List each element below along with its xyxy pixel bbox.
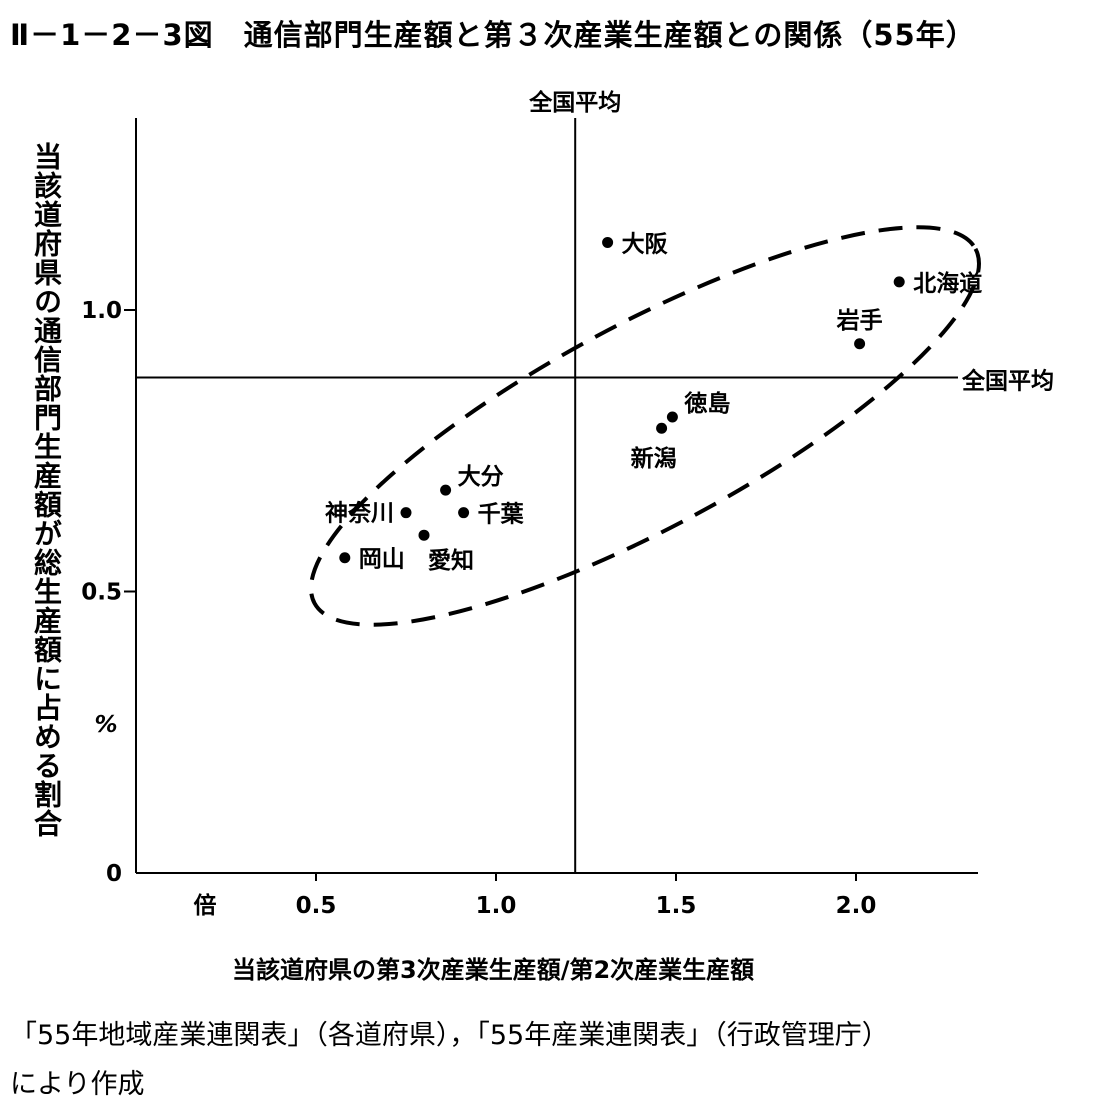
point-label: 愛知	[428, 547, 474, 574]
y-tick-label: 1.0	[81, 298, 122, 324]
point-label: 岡山	[359, 547, 405, 573]
point-label: 大分	[458, 464, 504, 490]
point-label: 千葉	[478, 502, 525, 528]
x-average-label: 全国平均	[528, 89, 621, 116]
source-note-line-2: により作成	[10, 1069, 145, 1100]
cluster-ellipse	[309, 225, 981, 627]
data-point	[602, 236, 614, 248]
point-label: 岩手	[836, 308, 883, 334]
source-note-line-1: 「55年地域産業連関表」（各道府県），「55年産業連関表」（行政管理庁）	[10, 1020, 889, 1051]
data-point	[666, 411, 678, 423]
point-label: 徳島	[683, 390, 730, 417]
y-axis-label: 当該道府県の通信部門生産額が総生産額に占める割合	[30, 142, 63, 838]
point-label: 大阪	[622, 231, 668, 257]
y-tick-label: 0	[106, 861, 122, 887]
data-point	[418, 529, 430, 541]
data-point	[440, 484, 452, 496]
x-tick-label: 2.0	[836, 893, 877, 919]
point-label: 新潟	[631, 445, 677, 472]
point-label: 北海道	[913, 270, 982, 297]
data-point	[893, 276, 905, 288]
x-tick-label: 0.5	[296, 893, 337, 919]
chart-axes: 0 0.5 1.0 0.5 1.0 1.5 2.0 倍%	[81, 118, 978, 919]
data-point	[400, 507, 412, 519]
data-point	[458, 507, 470, 519]
y-tick-label: 0.5	[81, 580, 122, 606]
cluster-ellipse-group	[309, 225, 981, 627]
x-unit-label: 倍	[194, 892, 217, 919]
x-tick-label: 1.5	[656, 893, 697, 919]
point-label: 神奈川	[325, 500, 394, 527]
y-average-label: 全国平均	[961, 368, 1054, 395]
x-tick-label: 1.0	[476, 893, 517, 919]
figure-title: Ⅱ－1－2－3図 通信部門生産額と第３次産業生産額との関係（55年）	[10, 18, 976, 52]
data-point	[339, 552, 351, 564]
y-unit-label: %	[94, 712, 117, 738]
data-point	[656, 422, 668, 434]
data-point	[854, 338, 866, 350]
x-axis-label: 当該道府県の第3次産業生産額/第2次産業生産額	[232, 956, 755, 984]
